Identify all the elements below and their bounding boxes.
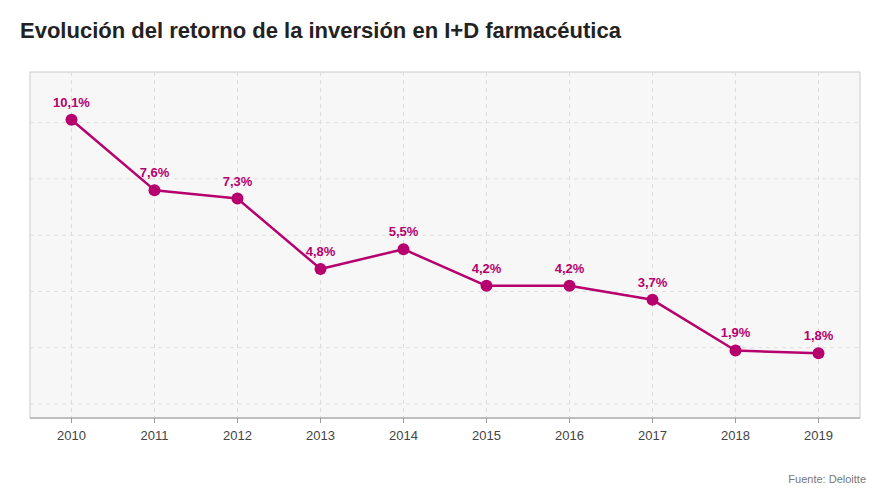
grid-line-x [486, 72, 487, 418]
data-label: 7,3% [223, 174, 253, 189]
point [66, 114, 78, 126]
x-tick-label: 2010 [57, 428, 86, 443]
page: {"chart_data": {"type": "line", "title":… [0, 0, 880, 495]
x-tick [320, 418, 321, 423]
x-tick-label: 2014 [389, 428, 418, 443]
grid-line-x [735, 72, 736, 418]
data-label: 4,8% [306, 244, 336, 259]
x-tick [154, 418, 155, 423]
point [232, 193, 244, 205]
x-tick [237, 418, 238, 423]
point [730, 344, 742, 356]
grid-line-x [237, 72, 238, 418]
x-tick [652, 418, 653, 423]
x-tick-label: 2017 [638, 428, 667, 443]
point [813, 347, 825, 359]
x-tick-label: 2015 [472, 428, 501, 443]
grid-line-x [154, 72, 155, 418]
data-label: 5,5% [389, 224, 419, 239]
grid-line-x [818, 72, 819, 418]
x-tick-label: 2019 [804, 428, 833, 443]
chart-container: Evolución del retorno de la inversión en… [0, 0, 880, 495]
x-tick [735, 418, 736, 423]
data-label: 1,9% [721, 325, 751, 340]
data-label: 7,6% [140, 165, 170, 180]
data-label: 1,8% [804, 328, 834, 343]
x-tick [569, 418, 570, 423]
point [647, 294, 659, 306]
data-label: 4,2% [472, 261, 502, 276]
x-tick-label: 2018 [721, 428, 750, 443]
x-tick-label: 2016 [555, 428, 584, 443]
chart-svg: Evolución del retorno de la inversión en… [0, 0, 880, 495]
x-tick [71, 418, 72, 423]
x-tick-label: 2013 [306, 428, 335, 443]
data-label: 3,7% [638, 275, 668, 290]
point [398, 243, 410, 255]
x-tick [403, 418, 404, 423]
plot-frame [30, 72, 860, 418]
data-group [66, 114, 825, 359]
point [481, 280, 493, 292]
x-axis: 2010 2011 2012 2013 2014 2015 2016 2017 2018 2019 [30, 418, 860, 443]
x-tick-label: 2012 [223, 428, 252, 443]
line [72, 120, 819, 353]
x-tick [486, 418, 487, 423]
grid-line-x [652, 72, 653, 418]
x-tick [818, 418, 819, 423]
data-label: 10,1% [53, 95, 90, 110]
title: Evolución del retorno de la inversión en… [20, 18, 622, 43]
point [564, 280, 576, 292]
x-tick-label: 2011 [141, 428, 169, 443]
grid [30, 72, 860, 418]
point [315, 263, 327, 275]
data-labels: 10,1% 7,6% 7,3% 4,8% 5,5% 4,2% 4,2% 3,7% 1,9% 1,8… [53, 95, 834, 343]
point [149, 184, 161, 196]
grid-line-x [569, 72, 570, 418]
source-note: Fuente: Deloitte [788, 473, 866, 485]
data-label: 4,2% [555, 261, 585, 276]
